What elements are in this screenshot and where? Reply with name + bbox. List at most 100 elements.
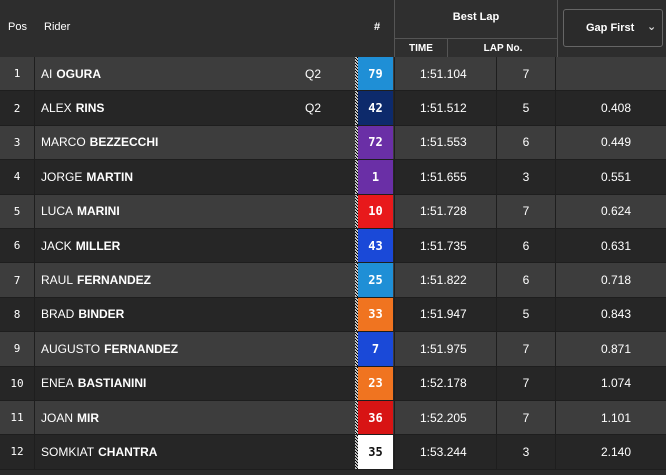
rider-number-badge: 35: [358, 435, 393, 469]
position-cell: 6: [0, 228, 35, 263]
gap-first-value: 0.408: [600, 101, 631, 116]
checkered-strip: [355, 263, 358, 297]
header-pos: Pos: [8, 21, 27, 33]
rider-number-badge: 72: [358, 125, 393, 160]
table-row[interactable]: 2 ALEX RINS Q2 42 1:51.512 5 0.408: [0, 91, 666, 126]
column-divider: [496, 400, 497, 435]
rider-name[interactable]: JORGE MARTIN: [41, 160, 133, 193]
table-row[interactable]: 9 AUGUSTO FERNANDEZ 7 1:51.975 7 0.871: [0, 332, 666, 367]
best-lap-column: [394, 263, 556, 297]
rider-name[interactable]: AI OGURA: [41, 57, 101, 90]
column-divider: [496, 263, 497, 297]
position-cell: 1: [0, 57, 35, 91]
rider-last-name: CHANTRA: [98, 444, 158, 459]
best-lap-time: 1:51.822: [420, 273, 467, 288]
table-row[interactable]: 6 JACK MILLER 43 1:51.735 6 0.631: [0, 228, 666, 264]
rider-first-name: JACK: [41, 238, 72, 253]
checkered-strip: [355, 125, 358, 160]
lap-number: 3: [522, 444, 530, 459]
position-cell: 10: [0, 366, 35, 400]
position-cell: 2: [0, 91, 35, 125]
checkered-strip: [355, 332, 358, 366]
rider-name[interactable]: BRAD BINDER: [41, 298, 124, 331]
column-divider: [496, 57, 497, 91]
lap-number: 7: [522, 66, 530, 81]
rider-name[interactable]: LUCA MARINI: [41, 195, 120, 228]
position-cell: 5: [0, 194, 35, 228]
best-lap-column: [394, 91, 556, 125]
rider-last-name: FERNANDEZ: [77, 273, 152, 288]
table-row[interactable]: 8 BRAD BINDER 33 1:51.947 5 0.843: [0, 297, 666, 333]
checkered-strip: [355, 57, 358, 91]
header-time[interactable]: TIME: [395, 38, 447, 58]
rider-last-name: RINS: [75, 101, 105, 116]
best-lap-time: 1:51.735: [420, 238, 467, 253]
header-best-lap-group: Best Lap TIME LAP No.: [394, 0, 558, 58]
position-cell: 8: [0, 297, 35, 332]
position-cell: 9: [0, 332, 35, 366]
best-lap-column: [394, 125, 556, 160]
table-row[interactable]: 5 LUCA MARINI 10 1:51.728 7 0.624: [0, 194, 666, 229]
rider-last-name: MILLER: [75, 238, 121, 253]
rider-name[interactable]: SOMKIAT CHANTRA: [41, 435, 157, 468]
table-row[interactable]: 4 JORGE MARTIN 1 1:51.655 3 0.551: [0, 160, 666, 195]
best-lap-column: [394, 194, 556, 228]
best-lap-time: 1:51.947: [420, 307, 467, 322]
position-cell: 4: [0, 160, 35, 194]
lap-number: 7: [522, 341, 530, 356]
rider-first-name: LUCA: [41, 204, 74, 219]
rider-name[interactable]: JOAN MIR: [41, 401, 99, 434]
gap-first-value: 0.871: [600, 341, 631, 356]
checkered-strip: [355, 366, 358, 400]
lap-number: 7: [522, 204, 530, 219]
rider-first-name: MARCO: [41, 135, 86, 150]
qualifying-badge: Q2: [305, 66, 322, 81]
checkered-strip: [355, 160, 358, 194]
gap-first-dropdown[interactable]: Gap First ⌄: [563, 9, 663, 47]
column-divider: [496, 297, 497, 332]
rider-last-name: MARINI: [77, 204, 120, 219]
gap-first-value: 1.101: [600, 410, 631, 425]
rider-name[interactable]: MARCO BEZZECCHI: [41, 126, 158, 159]
table-row[interactable]: 3 MARCO BEZZECCHI 72 1:51.553 6 0.449: [0, 125, 666, 161]
column-divider: [496, 332, 497, 366]
table-row[interactable]: 1 AI OGURA Q2 79 1:51.104 7: [0, 57, 666, 92]
best-lap-column: [394, 366, 556, 400]
rider-name[interactable]: AUGUSTO FERNANDEZ: [41, 332, 178, 365]
rider-first-name: AI: [41, 66, 53, 81]
chevron-down-icon: ⌄: [647, 21, 657, 33]
best-lap-time: 1:52.178: [420, 376, 467, 391]
rider-first-name: BRAD: [41, 307, 75, 322]
rider-first-name: RAUL: [41, 273, 74, 288]
rider-name[interactable]: JACK MILLER: [41, 229, 120, 262]
position-cell: 7: [0, 263, 35, 297]
best-lap-column: [394, 435, 556, 469]
rider-number-badge: 33: [358, 297, 393, 332]
column-divider: [496, 160, 497, 194]
lap-number: 5: [522, 101, 530, 116]
best-lap-column: [394, 400, 556, 435]
table-row[interactable]: 7 RAUL FERNANDEZ 25 1:51.822 6 0.718: [0, 263, 666, 298]
table-row[interactable]: 10 ENEA BASTIANINI 23 1:52.178 7 1.074: [0, 366, 666, 401]
rider-name[interactable]: ENEA BASTIANINI: [41, 367, 146, 400]
rider-last-name: BEZZECCHI: [89, 135, 159, 150]
rider-last-name: MARTIN: [86, 169, 134, 184]
checkered-strip: [355, 91, 358, 125]
results-table-body: 1 AI OGURA Q2 79 1:51.104 7 2 ALEX RINS …: [0, 57, 666, 470]
rider-number-badge: 79: [358, 57, 393, 91]
rider-number-badge: 36: [358, 400, 393, 435]
rider-name[interactable]: RAUL FERNANDEZ: [41, 263, 151, 296]
table-row[interactable]: 12 SOMKIAT CHANTRA 35 1:53.244 3 2.140: [0, 435, 666, 470]
rider-first-name: JOAN: [41, 410, 74, 425]
checkered-strip: [355, 194, 358, 228]
best-lap-column: [394, 228, 556, 263]
header-lap-no[interactable]: LAP No.: [447, 38, 558, 58]
column-divider: [496, 194, 497, 228]
table-row[interactable]: 11 JOAN MIR 36 1:52.205 7 1.101: [0, 400, 666, 436]
rider-first-name: ALEX: [41, 101, 72, 116]
rider-number-badge: 23: [358, 366, 393, 400]
rider-name[interactable]: ALEX RINS: [41, 91, 104, 124]
rider-number-badge: 42: [358, 91, 393, 125]
best-lap-time: 1:51.655: [420, 169, 467, 184]
rider-first-name: SOMKIAT: [41, 444, 95, 459]
